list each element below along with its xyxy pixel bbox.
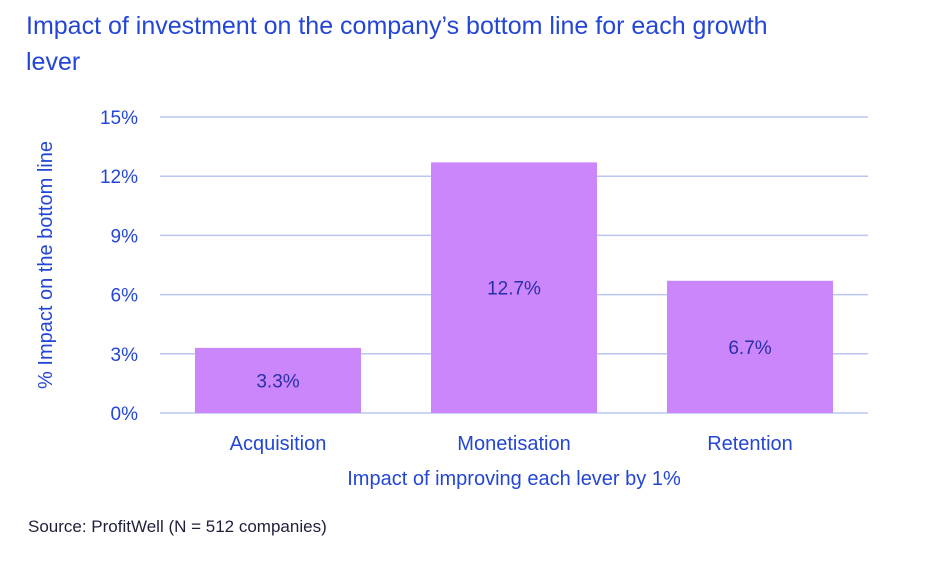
y-axis-ticks: 0% 3% 6% 9% 12% 15% (100, 108, 138, 425)
y-tick-label: 0% (111, 404, 139, 425)
x-tick-label: Monetisation (457, 433, 570, 455)
y-tick-label: 3% (111, 345, 139, 366)
y-tick-label: 15% (100, 108, 138, 129)
bar-value-label: 3.3% (256, 371, 299, 392)
bar-value-label: 12.7% (487, 279, 541, 300)
bars (195, 162, 833, 413)
bar (667, 280, 833, 413)
y-tick-label: 6% (111, 286, 139, 307)
x-tick-label: Acquisition (230, 433, 327, 455)
y-tick-label: 9% (111, 226, 139, 247)
x-tick-label: Retention (707, 433, 793, 455)
y-axis-label: % Impact on the bottom line (35, 141, 57, 389)
x-axis-label: Impact of improving each lever by 1% (347, 468, 681, 490)
y-tick-label: 12% (100, 167, 138, 188)
x-axis-ticks: Acquisition Monetisation Retention (230, 433, 793, 455)
bar-value-label: 6.7% (728, 338, 771, 359)
bar (195, 347, 361, 413)
bar-value-labels: 3.3% 12.7% 6.7% (256, 279, 771, 393)
source-note: Source: ProfitWell (N = 512 companies) (28, 517, 327, 536)
bar (431, 162, 597, 413)
chart-title: Impact of investment on the company’s bo… (26, 12, 768, 76)
